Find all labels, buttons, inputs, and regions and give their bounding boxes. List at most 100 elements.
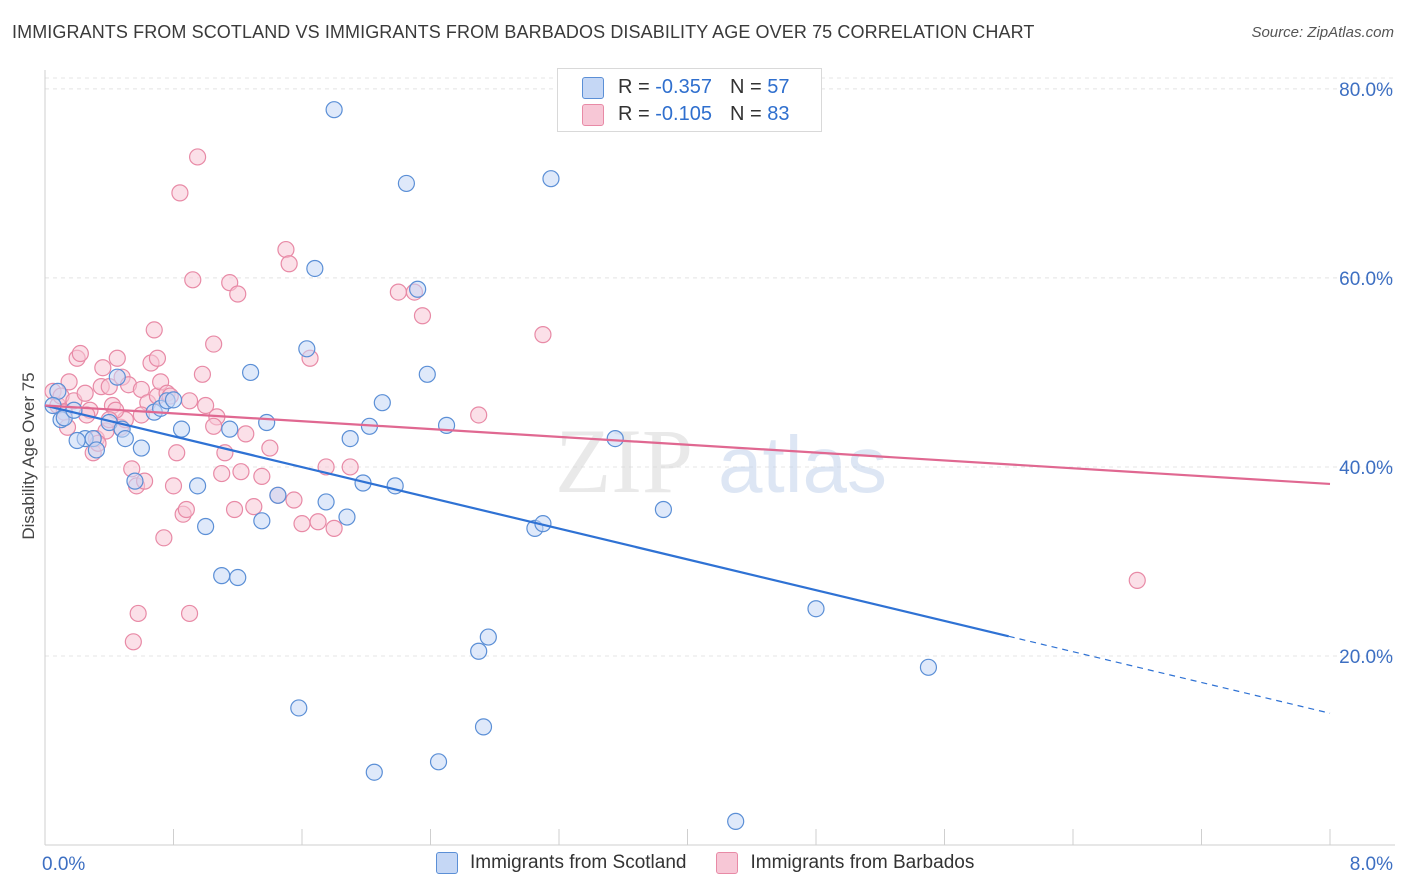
- scotland-point: [365, 763, 383, 781]
- trend-lines: [44, 404, 1331, 714]
- barbados-trend-line: [44, 404, 1331, 486]
- x-tick-label: 8.0%: [1350, 854, 1393, 875]
- barbados-point: [413, 307, 432, 325]
- scotland-point: [290, 699, 308, 717]
- scotland-point: [373, 394, 391, 412]
- scotland-point: [606, 429, 624, 448]
- scotland-point: [298, 340, 316, 358]
- scotland-point: [325, 101, 343, 119]
- barbados-points: [44, 148, 1146, 651]
- barbados-point: [71, 344, 89, 363]
- source-label: Source: ZipAtlas.com: [1251, 24, 1394, 41]
- series-legend: Immigrants from Scotland Immigrants from…: [436, 852, 1004, 874]
- scotland-point: [253, 512, 271, 530]
- legend-r-value: -0.357: [655, 76, 712, 98]
- series-legend-scotland: Immigrants from Scotland: [436, 852, 686, 874]
- barbados-point: [309, 513, 327, 531]
- scotland-point: [132, 439, 150, 457]
- scotland-point: [409, 280, 427, 298]
- barbados-point: [197, 396, 215, 415]
- barbados-point: [60, 373, 78, 391]
- legend-n-label: N =: [729, 76, 762, 98]
- series-swatch-barbados: [716, 852, 739, 874]
- scotland-point: [213, 567, 231, 585]
- scotland-point: [397, 174, 416, 193]
- scotland-point: [418, 365, 436, 383]
- barbados-point: [232, 463, 250, 481]
- legend-r-label: R =: [618, 103, 650, 125]
- barbados-point: [177, 500, 195, 519]
- scotland-point: [87, 441, 106, 459]
- scotland-point: [654, 500, 673, 519]
- legend-swatch-scotland: [582, 76, 604, 99]
- y-tick-label: 60.0%: [1339, 269, 1393, 290]
- scotland-point: [108, 368, 126, 386]
- barbados-point: [124, 633, 142, 651]
- scotland-point: [126, 472, 144, 490]
- scotland-point: [479, 628, 497, 646]
- scotland-point: [49, 382, 67, 400]
- barbados-point: [341, 458, 359, 476]
- legend-r-value: -0.105: [655, 103, 712, 125]
- barbados-point: [180, 604, 199, 623]
- barbados-point: [280, 255, 298, 273]
- legend-n-value: 83: [767, 103, 790, 125]
- barbados-point: [155, 529, 173, 547]
- barbados-point: [285, 491, 303, 509]
- barbados-point: [76, 384, 94, 402]
- series-swatch-scotland: [436, 852, 458, 874]
- barbados-point: [277, 240, 295, 259]
- scotland-point: [317, 493, 335, 511]
- scotland-point: [68, 431, 86, 450]
- barbados-point: [108, 349, 126, 367]
- scotland-point: [919, 658, 938, 676]
- scotland-point: [116, 429, 134, 448]
- watermark-atlas: atlas: [718, 420, 887, 509]
- barbados-point: [253, 467, 271, 486]
- correlation-legend: R = -0.357 N = 57 R = -0.105 N = 83: [557, 68, 822, 132]
- barbados-point: [171, 184, 189, 202]
- barbados-point: [325, 519, 343, 537]
- scotland-point: [470, 642, 488, 660]
- legend-row-barbados: R = -0.105 N = 83: [582, 103, 789, 126]
- scotland-point: [197, 517, 215, 536]
- barbados-point: [148, 349, 167, 367]
- scotland-point: [242, 363, 260, 382]
- scotland-point: [542, 170, 560, 188]
- barbados-point: [225, 500, 244, 519]
- scotland-points: [44, 101, 938, 830]
- scotland-point: [338, 508, 356, 526]
- barbados-point: [205, 417, 223, 435]
- barbados-point: [470, 406, 488, 424]
- barbados-point: [213, 464, 231, 483]
- barbados-point: [164, 477, 183, 495]
- y-tick-label: 20.0%: [1339, 647, 1393, 668]
- scotland-point: [807, 600, 825, 618]
- legend-swatch-barbados: [582, 103, 604, 126]
- barbados-point: [94, 359, 112, 377]
- scotland-point: [341, 429, 359, 448]
- legend-n-label: N =: [729, 103, 762, 125]
- y-axis-label: Disability Age Over 75: [19, 372, 38, 539]
- scotland-point: [172, 420, 191, 438]
- barbados-point: [188, 148, 207, 166]
- barbados-point: [1128, 571, 1146, 589]
- barbados-point: [129, 604, 147, 623]
- barbados-point: [389, 283, 407, 301]
- barbados-point: [180, 392, 199, 410]
- scotland-point: [258, 413, 276, 432]
- barbados-point: [193, 365, 212, 383]
- barbados-point: [237, 425, 255, 443]
- scotland-trend-extension: [1008, 635, 1331, 714]
- barbados-point: [261, 439, 279, 457]
- barbados-point: [534, 326, 552, 344]
- scotland-point: [306, 259, 324, 278]
- scotland-point: [221, 420, 239, 438]
- scotland-point: [164, 391, 183, 409]
- legend-n-value: 57: [767, 76, 790, 98]
- scotland-point: [474, 718, 493, 736]
- scotland-point: [727, 812, 745, 830]
- series-name-scotland: Immigrants from Scotland: [470, 852, 687, 873]
- watermark-zip: ZIP: [555, 410, 693, 512]
